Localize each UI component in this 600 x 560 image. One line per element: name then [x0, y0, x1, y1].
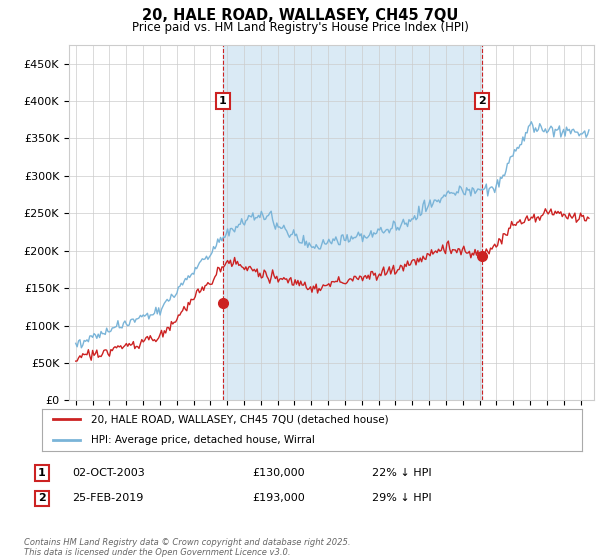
Text: 20, HALE ROAD, WALLASEY, CH45 7QU: 20, HALE ROAD, WALLASEY, CH45 7QU	[142, 8, 458, 24]
Text: 2: 2	[478, 96, 486, 106]
Text: 20, HALE ROAD, WALLASEY, CH45 7QU (detached house): 20, HALE ROAD, WALLASEY, CH45 7QU (detac…	[91, 414, 388, 424]
Text: 02-OCT-2003: 02-OCT-2003	[72, 468, 145, 478]
Text: 29% ↓ HPI: 29% ↓ HPI	[372, 493, 431, 503]
Text: 2: 2	[38, 493, 46, 503]
Text: £130,000: £130,000	[252, 468, 305, 478]
Text: Price paid vs. HM Land Registry's House Price Index (HPI): Price paid vs. HM Land Registry's House …	[131, 21, 469, 34]
Text: 25-FEB-2019: 25-FEB-2019	[72, 493, 143, 503]
Bar	[223, 45, 482, 400]
Text: Contains HM Land Registry data © Crown copyright and database right 2025.
This d: Contains HM Land Registry data © Crown c…	[24, 538, 350, 557]
Text: 1: 1	[219, 96, 227, 106]
Text: 22% ↓ HPI: 22% ↓ HPI	[372, 468, 431, 478]
Text: 1: 1	[38, 468, 46, 478]
Text: £193,000: £193,000	[252, 493, 305, 503]
Text: HPI: Average price, detached house, Wirral: HPI: Average price, detached house, Wirr…	[91, 435, 314, 445]
